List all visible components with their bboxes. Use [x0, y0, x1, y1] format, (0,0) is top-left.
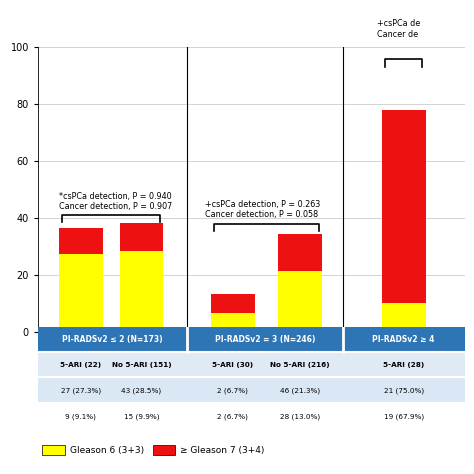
Text: 2 (6.7%): 2 (6.7%)	[218, 387, 248, 394]
Text: No 5-ARI (151): No 5-ARI (151)	[112, 362, 171, 368]
Bar	[211, 313, 255, 332]
Bar	[343, 327, 465, 352]
Legend: Gleason 6 (3+3), ≥ Gleason 7 (3+4): Gleason 6 (3+3), ≥ Gleason 7 (3+4)	[43, 446, 264, 455]
Text: PI-RADSv2 ≥ 4: PI-RADSv2 ≥ 4	[373, 335, 435, 344]
Bar	[38, 352, 465, 377]
Text: +csPCa de
Cancer de: +csPCa de Cancer de	[377, 19, 420, 39]
Bar	[382, 303, 426, 332]
Text: 28 (13.0%): 28 (13.0%)	[280, 413, 320, 420]
Bar	[211, 294, 255, 313]
Text: 46 (21.3%): 46 (21.3%)	[280, 387, 320, 394]
Text: 5-ARI (28): 5-ARI (28)	[383, 362, 424, 368]
Text: *csPCa detection, P = 0.940
Cancer detection, P = 0.907: *csPCa detection, P = 0.940 Cancer detec…	[59, 191, 172, 211]
Text: 5-ARI (22): 5-ARI (22)	[60, 362, 101, 368]
Text: 21 (75.0%): 21 (75.0%)	[383, 387, 424, 394]
Text: No 5-ARI (216): No 5-ARI (216)	[270, 362, 330, 368]
Bar	[382, 110, 426, 303]
Bar	[278, 234, 322, 271]
Bar	[59, 228, 102, 254]
Text: 27 (27.3%): 27 (27.3%)	[61, 387, 100, 394]
Bar	[59, 254, 102, 332]
Text: PI-RADSv2 = 3 (N=246): PI-RADSv2 = 3 (N=246)	[215, 335, 315, 344]
Text: 43 (28.5%): 43 (28.5%)	[121, 387, 162, 394]
Text: 5-ARI (30): 5-ARI (30)	[212, 362, 254, 368]
Bar	[119, 251, 164, 332]
Bar	[38, 327, 187, 352]
Text: PI-RADSv2 ≤ 2 (N=173): PI-RADSv2 ≤ 2 (N=173)	[62, 335, 163, 344]
Bar	[187, 327, 343, 352]
Text: 19 (67.9%): 19 (67.9%)	[383, 413, 424, 420]
Text: 9 (9.1%): 9 (9.1%)	[65, 413, 96, 420]
Text: 2 (6.7%): 2 (6.7%)	[218, 413, 248, 420]
Bar	[278, 271, 322, 332]
Bar	[38, 378, 465, 403]
Bar	[119, 223, 164, 251]
Text: +csPCa detection, P = 0.263
Cancer detection, P = 0.058: +csPCa detection, P = 0.263 Cancer detec…	[205, 200, 320, 219]
Text: 15 (9.9%): 15 (9.9%)	[124, 413, 159, 420]
